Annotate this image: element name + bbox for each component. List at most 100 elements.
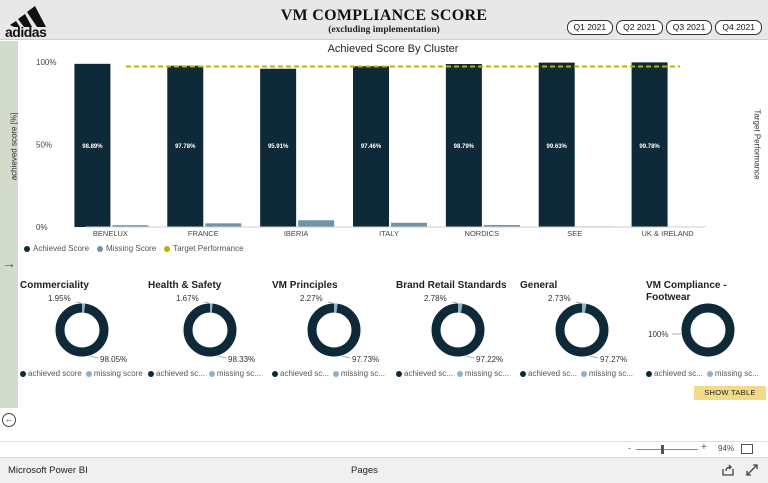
donut-title: Brand Retail Standards [396, 280, 507, 291]
donut-title: General [520, 280, 558, 291]
legend-item-missing[interactable]: missing sc... [456, 369, 509, 378]
expand-icon[interactable] [745, 463, 759, 477]
legend-dot-icon [706, 370, 713, 377]
legend-label: Achieved Score [33, 244, 90, 253]
fit-to-page-icon[interactable] [741, 444, 753, 454]
legend-dot-icon [85, 370, 92, 377]
leader-line [575, 301, 582, 304]
donut-missing-arc[interactable] [55, 303, 109, 357]
legend-dot-icon [396, 370, 402, 377]
quarter-button-q3[interactable]: Q3 2021 [665, 20, 713, 35]
page-subtitle: (excluding implementation) [328, 25, 440, 35]
legend-item-achieved[interactable]: achieved sc... [396, 369, 453, 378]
y-tick-label: 100% [36, 58, 56, 67]
x-tick-label: FRANCE [188, 229, 219, 238]
leader-line [341, 355, 351, 359]
donut-achieved-arc[interactable] [681, 303, 735, 357]
arrow-right-icon[interactable]: → [2, 255, 16, 271]
pages-button[interactable]: Pages [351, 465, 378, 476]
donut-chart: Health & Safety 1.67% 98.33% achieved sc...… [148, 280, 273, 385]
donut-missing-arc[interactable] [307, 303, 361, 357]
legend-item-achieved[interactable]: achieved sc... [646, 369, 703, 378]
legend-item-target[interactable]: Target Performance [164, 244, 244, 253]
legend-label: missing sc... [464, 369, 509, 378]
zoom-in-button[interactable]: + [701, 442, 707, 453]
donut-achieved-arc[interactable] [431, 303, 485, 357]
legend-item-missing[interactable]: missing sc... [208, 369, 261, 378]
legend-dot-icon [164, 245, 171, 252]
legend-item-missing[interactable]: missing sc... [332, 369, 385, 378]
donut-achieved-label: 97.27% [600, 355, 628, 364]
zoom-out-button[interactable]: - [628, 443, 631, 453]
leader-line [203, 301, 210, 304]
legend-label: missing sc... [714, 369, 759, 378]
legend-dot-icon [456, 370, 463, 377]
back-arrow-icon[interactable]: ← [2, 413, 16, 427]
legend-item-missing[interactable]: missing sc... [706, 369, 759, 378]
bar-achieved [167, 65, 204, 228]
report-header: adidas VM COMPLIANCE SCORE (excluding im… [0, 0, 768, 40]
quarter-button-q2[interactable]: Q2 2021 [616, 20, 663, 35]
share-icon[interactable] [721, 463, 735, 477]
legend-item-missing[interactable]: Missing Score [97, 244, 156, 253]
legend-label: achieved sc... [528, 369, 577, 378]
adidas-logo-icon [10, 6, 46, 27]
donut-achieved-arc[interactable] [555, 303, 609, 357]
donut-achieved-label: 97.73% [352, 355, 380, 364]
x-tick-label: SEE [567, 229, 582, 238]
bar-data-label: 97.78% [175, 144, 196, 150]
quarter-button-q1[interactable]: Q1 2021 [566, 20, 614, 35]
bar-achieved [631, 62, 668, 227]
bar-missing [298, 220, 335, 227]
page-title: VM COMPLIANCE SCORE [280, 7, 488, 24]
zoom-slider-track[interactable] [636, 449, 698, 450]
legend-dot-icon [208, 370, 215, 377]
y-tick-label: 0% [36, 223, 48, 232]
bar-data-label: 99.78% [639, 144, 660, 150]
bar-data-label: 98.89% [82, 144, 103, 150]
legend-item-missing[interactable]: missing score [85, 369, 143, 378]
legend-item-missing[interactable]: missing sc... [580, 369, 633, 378]
legend-item-achieved[interactable]: achieved score [20, 369, 82, 378]
donut-missing-arc[interactable] [555, 303, 609, 357]
zoom-slider-handle[interactable] [661, 445, 664, 454]
legend-item-achieved[interactable]: Achieved Score [24, 244, 89, 253]
quarter-button-q4[interactable]: Q4 2021 [715, 20, 762, 35]
legend-label: missing sc... [216, 369, 261, 378]
bottom-bar: Microsoft Power BI Pages [0, 457, 768, 483]
legend-dot-icon [646, 370, 652, 377]
leader-line [75, 301, 82, 304]
legend-item-achieved[interactable]: achieved sc... [148, 369, 205, 378]
legend-item-achieved[interactable]: achieved sc... [272, 369, 329, 378]
zoom-level: 94% [718, 444, 735, 453]
donut-achieved-arc[interactable] [183, 303, 237, 357]
leader-line [451, 301, 458, 304]
donut-legend: achieved sc... missing sc... [396, 369, 509, 378]
donut-missing-label: 2.27% [300, 294, 323, 303]
power-bi-brand[interactable]: Microsoft Power BI [8, 465, 88, 476]
leader-line [217, 355, 227, 359]
donut-chart: VM Compliance - Footwear 100% achieved sc.… [646, 280, 768, 385]
legend-item-achieved[interactable]: achieved sc... [520, 369, 577, 378]
bar-achieved [353, 66, 389, 227]
donut-svg [55, 301, 109, 359]
show-table-button[interactable]: SHOW TABLE [694, 386, 766, 400]
legend-label: achieved sc... [654, 369, 703, 378]
donut-svg [555, 301, 609, 359]
left-nav-rail: → [0, 41, 18, 408]
donut-achieved-arc[interactable] [307, 303, 361, 357]
x-tick-label: UK & IRELAND [642, 229, 695, 238]
legend-label: achieved score [28, 369, 82, 378]
x-tick-label: IBERIA [284, 229, 309, 238]
bar-data-label: 95.91% [268, 144, 289, 150]
donut-missing-arc[interactable] [431, 303, 485, 357]
donut-title: VM Compliance - Footwear [646, 280, 727, 303]
bar-achieved [74, 63, 111, 228]
donut-achieved-arc[interactable] [55, 303, 109, 357]
donut-missing-arc[interactable] [183, 303, 237, 357]
leader-line [327, 301, 334, 304]
donut-title: Commerciality [20, 280, 89, 291]
zoom-bar: - + 94% [0, 441, 768, 456]
